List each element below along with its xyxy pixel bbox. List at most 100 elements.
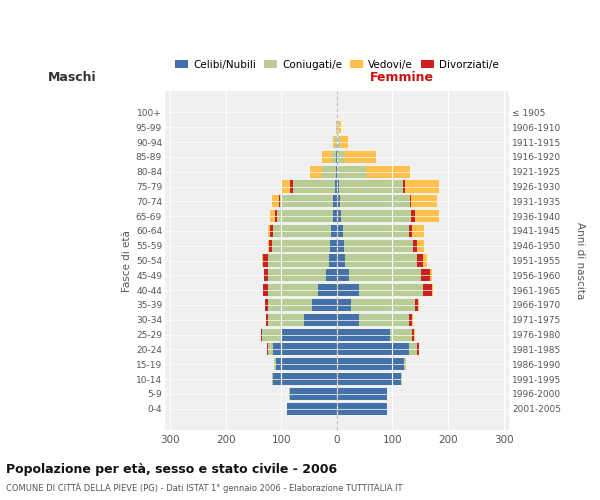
Bar	[409, 314, 412, 326]
Bar	[273, 373, 337, 385]
Bar	[337, 166, 338, 178]
Bar	[335, 180, 337, 192]
Bar	[312, 299, 337, 311]
Bar	[390, 328, 412, 340]
Bar	[337, 270, 349, 281]
Bar	[268, 240, 269, 252]
Bar	[404, 358, 406, 370]
Bar	[268, 254, 329, 266]
Bar	[322, 166, 336, 178]
Bar	[268, 299, 312, 311]
Bar	[349, 270, 421, 281]
Bar	[274, 358, 276, 370]
Bar	[276, 358, 337, 370]
Bar	[281, 328, 337, 340]
Bar	[335, 136, 337, 148]
Bar	[415, 210, 439, 222]
Bar	[272, 240, 331, 252]
Bar	[290, 180, 293, 192]
Bar	[337, 328, 390, 340]
Text: Maschi: Maschi	[47, 71, 96, 84]
Bar	[275, 210, 277, 222]
Bar	[270, 225, 273, 237]
Bar	[337, 344, 409, 355]
Bar	[269, 240, 272, 252]
Bar	[268, 270, 326, 281]
Bar	[418, 299, 419, 311]
Bar	[270, 210, 275, 222]
Bar	[432, 284, 433, 296]
Bar	[262, 328, 281, 340]
Legend: Celibi/Nubili, Coniugati/e, Vedovi/e, Divorziati/e: Celibi/Nubili, Coniugati/e, Vedovi/e, Di…	[171, 56, 503, 74]
Text: Popolazione per età, sesso e stato civile - 2006: Popolazione per età, sesso e stato civil…	[6, 462, 337, 475]
Bar	[331, 225, 337, 237]
Bar	[337, 402, 387, 414]
Bar	[281, 180, 290, 192]
Bar	[339, 180, 403, 192]
Bar	[337, 121, 338, 134]
Bar	[336, 166, 337, 178]
Bar	[344, 151, 376, 163]
Bar	[332, 196, 337, 207]
Bar	[344, 240, 413, 252]
Bar	[359, 314, 409, 326]
Text: COMUNE DI CITTÀ DELLA PIEVE (PG) - Dati ISTAT 1° gennaio 2006 - Elaborazione TUT: COMUNE DI CITTÀ DELLA PIEVE (PG) - Dati …	[6, 482, 403, 493]
Bar	[337, 180, 339, 192]
Bar	[409, 344, 418, 355]
Bar	[337, 196, 340, 207]
Bar	[346, 254, 418, 266]
Bar	[401, 373, 402, 385]
Bar	[317, 284, 337, 296]
Bar	[351, 299, 415, 311]
Bar	[268, 225, 270, 237]
Bar	[273, 344, 337, 355]
Bar	[287, 402, 337, 414]
Bar	[331, 240, 337, 252]
Bar	[278, 196, 280, 207]
Bar	[290, 388, 337, 400]
Bar	[337, 373, 401, 385]
Bar	[263, 284, 268, 296]
Bar	[359, 284, 423, 296]
Bar	[337, 358, 404, 370]
Bar	[337, 284, 359, 296]
Bar	[421, 270, 430, 281]
Bar	[272, 196, 278, 207]
Bar	[277, 210, 332, 222]
Bar	[343, 225, 409, 237]
Text: Femmine: Femmine	[370, 71, 434, 84]
Y-axis label: Fasce di età: Fasce di età	[122, 230, 131, 292]
Bar	[264, 270, 268, 281]
Bar	[332, 136, 335, 148]
Bar	[340, 136, 348, 148]
Bar	[266, 314, 268, 326]
Bar	[293, 180, 335, 192]
Bar	[326, 270, 337, 281]
Y-axis label: Anni di nascita: Anni di nascita	[575, 222, 585, 299]
Bar	[405, 180, 439, 192]
Bar	[337, 136, 340, 148]
Bar	[338, 151, 344, 163]
Bar	[418, 254, 423, 266]
Bar	[310, 166, 322, 178]
Bar	[340, 196, 410, 207]
Bar	[366, 166, 410, 178]
Bar	[411, 210, 415, 222]
Bar	[337, 299, 351, 311]
Bar	[337, 388, 387, 400]
Bar	[412, 225, 424, 237]
Bar	[423, 284, 432, 296]
Bar	[272, 373, 273, 385]
Bar	[337, 240, 344, 252]
Bar	[409, 225, 412, 237]
Bar	[413, 240, 418, 252]
Bar	[403, 180, 405, 192]
Bar	[262, 254, 263, 266]
Bar	[411, 196, 437, 207]
Bar	[338, 166, 366, 178]
Bar	[263, 254, 268, 266]
Bar	[423, 254, 427, 266]
Bar	[338, 121, 341, 134]
Bar	[332, 151, 337, 163]
Bar	[415, 299, 418, 311]
